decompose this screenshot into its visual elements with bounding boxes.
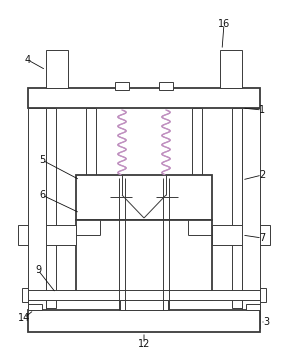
Bar [232,108,242,308]
Bar [76,220,212,300]
Bar [28,310,260,332]
Text: 6: 6 [39,190,45,200]
Text: 5: 5 [39,155,45,165]
Bar [28,108,46,328]
Bar [18,225,76,245]
Text: 4: 4 [25,55,31,65]
Bar [120,300,168,310]
Text: 1: 1 [259,105,265,115]
Bar [28,88,260,108]
Bar [46,50,68,88]
Bar [260,288,266,302]
Text: 16: 16 [218,19,230,29]
Bar [192,108,202,213]
Bar [22,288,28,302]
Bar [220,50,242,88]
Text: 14: 14 [18,313,30,323]
Bar [46,108,56,308]
Text: 2: 2 [259,170,265,180]
Bar [28,304,42,310]
Text: 3: 3 [263,317,269,327]
Bar [159,82,173,90]
Bar [28,290,260,300]
Text: 12: 12 [138,339,150,349]
Bar [242,108,260,328]
Bar [86,108,96,213]
Text: 7: 7 [259,233,265,243]
Bar [246,304,260,310]
Bar [115,82,129,90]
Text: 9: 9 [35,265,41,275]
Bar [76,175,212,220]
Bar [212,225,270,245]
